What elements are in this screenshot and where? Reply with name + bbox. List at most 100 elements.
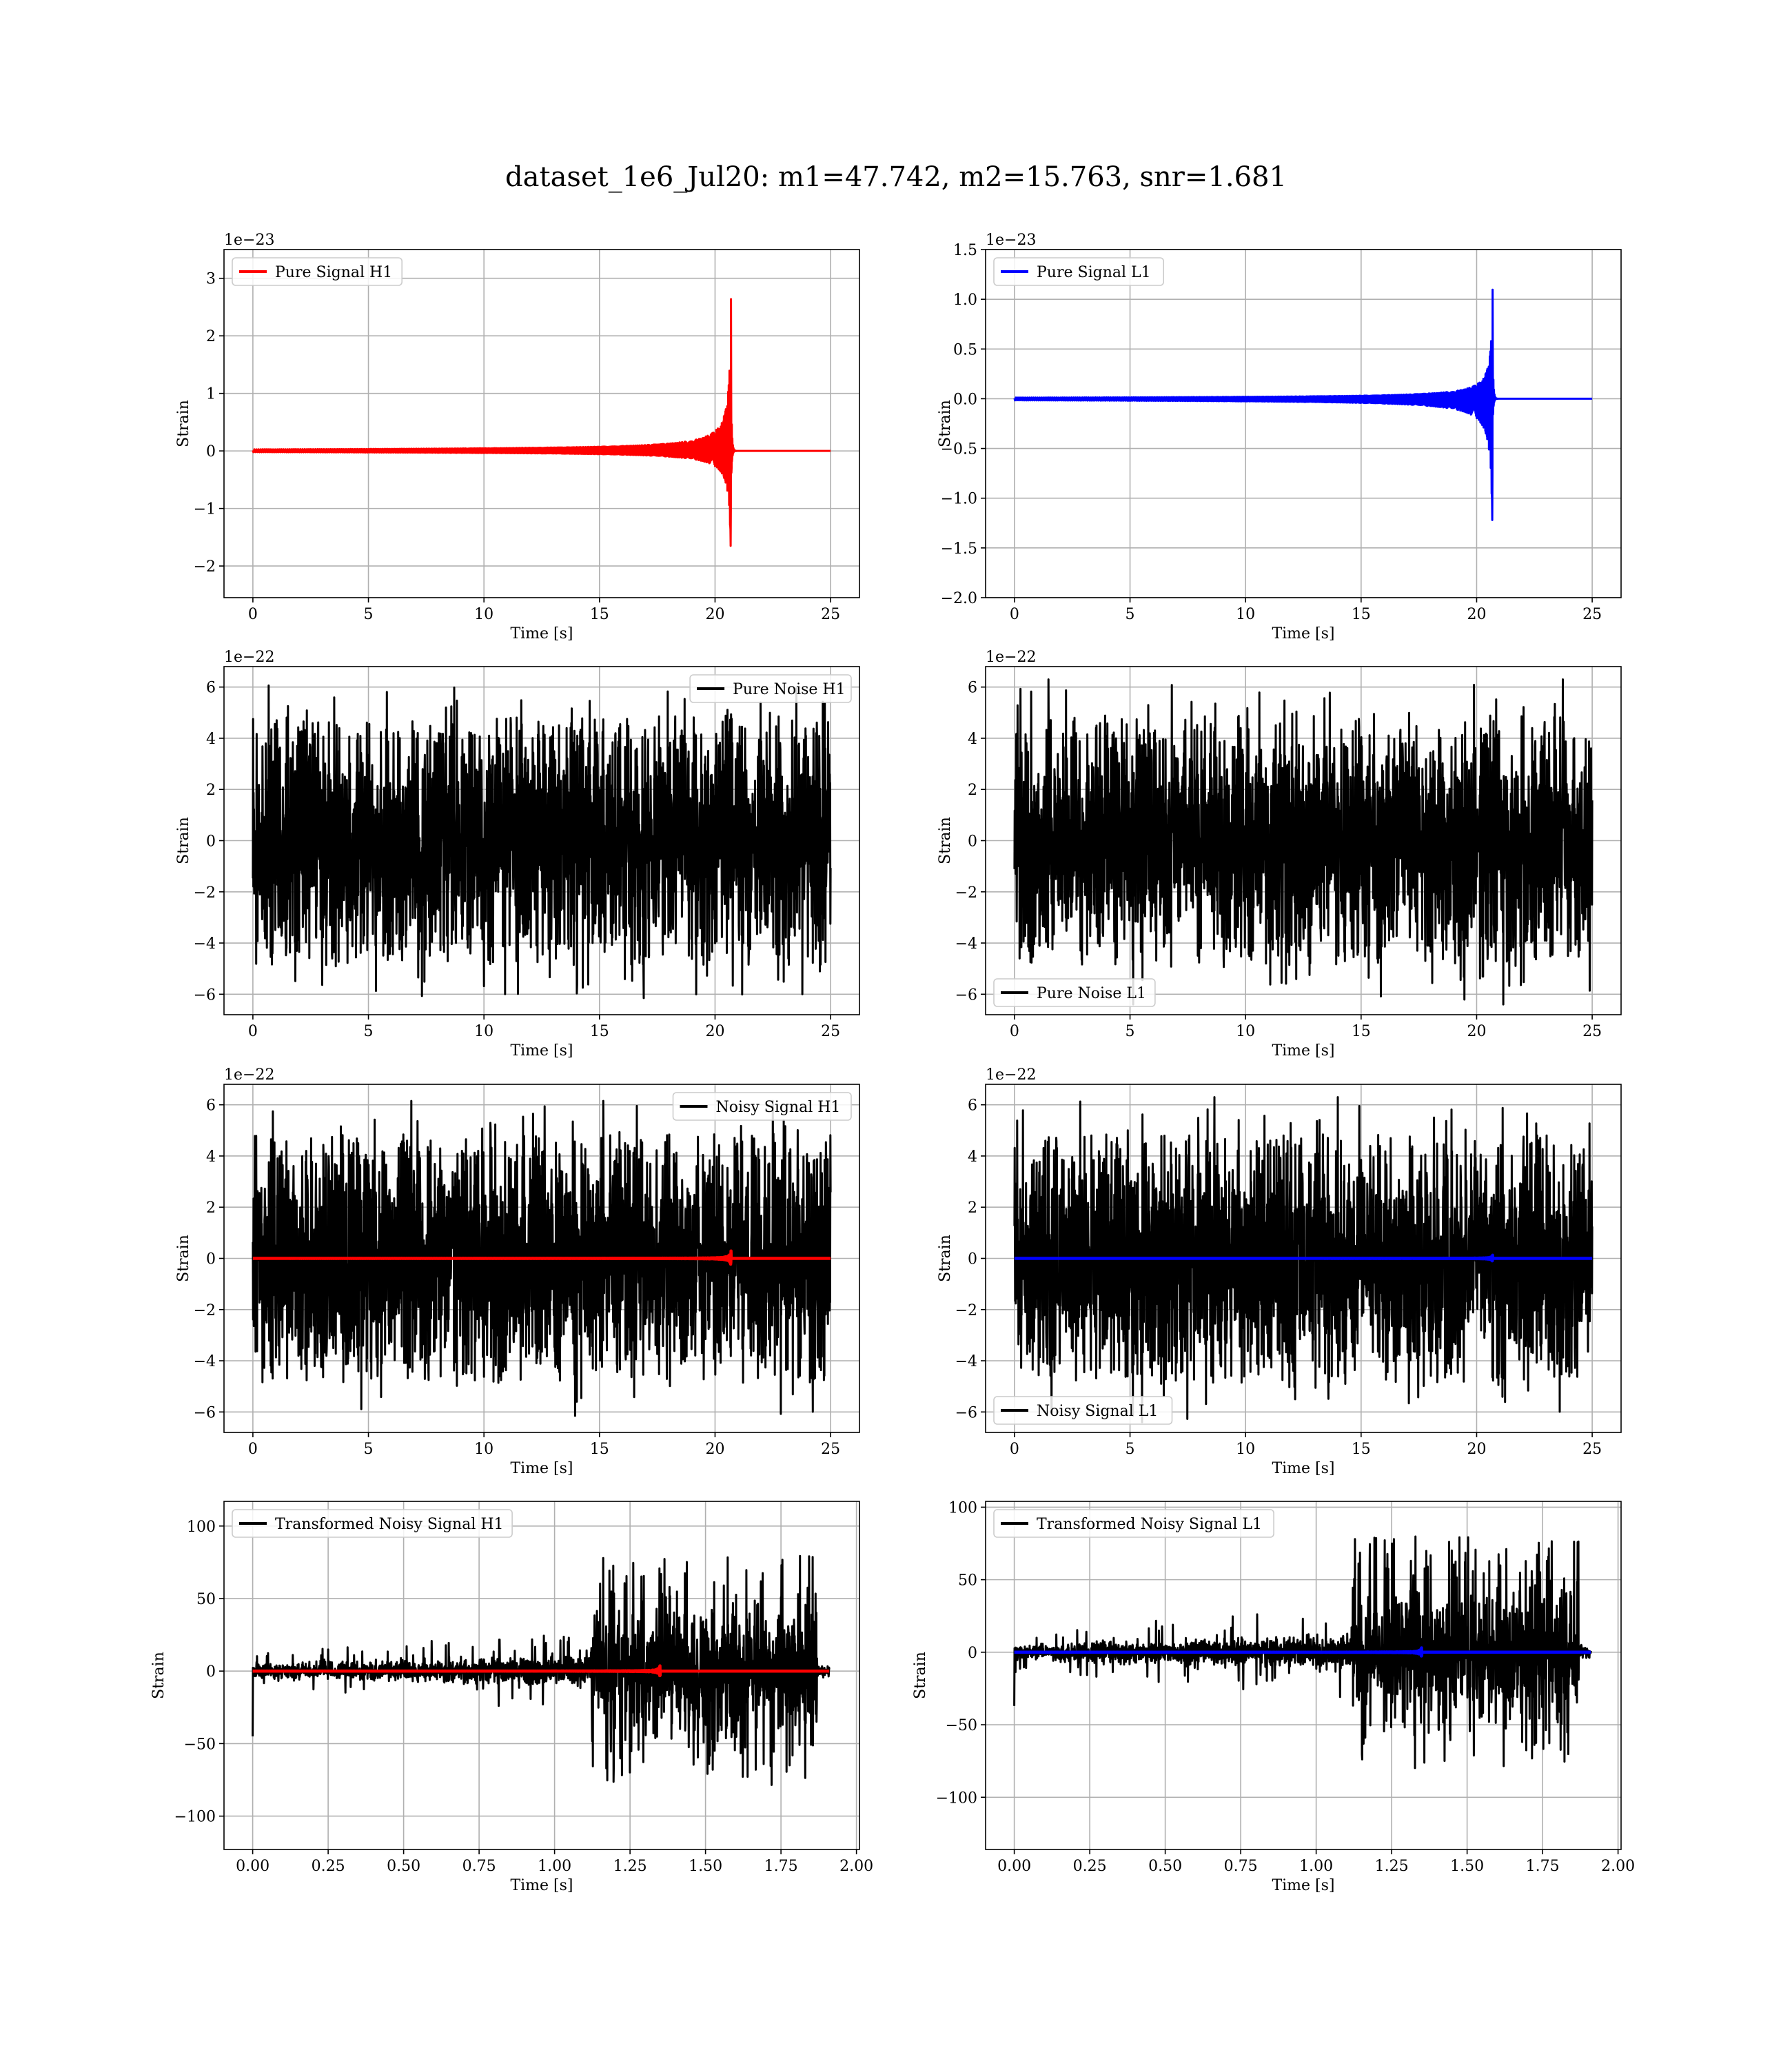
x-tick-label: 1.50 (689, 1858, 722, 1875)
series-line-pure-noise-l1 (1013, 678, 1594, 1006)
x-tick-label: 0 (1010, 1023, 1019, 1040)
y-tick-label: 6 (968, 680, 977, 697)
noisy-signal-h1-panel: 0 5 10 15 20 25 −6 −4 −2 0 2 4 6 Time [s] Strain 1e−22 N… (175, 1066, 860, 1477)
signal-overlay-line (1012, 1253, 1594, 1263)
legend-label: Transformed Noisy Signal H1 (275, 1516, 504, 1533)
legend: Pure Signal H1 (232, 257, 403, 286)
plot-area (1012, 1096, 1594, 1423)
offset-label: 1e−22 (224, 649, 274, 666)
x-tick-label: 0.25 (312, 1858, 345, 1875)
legend: Noisy Signal H1 (672, 1092, 852, 1121)
x-tick-label: 5 (1126, 1023, 1135, 1040)
x-tick-label: 15 (590, 1441, 609, 1458)
plot-area (251, 1099, 833, 1417)
x-tick-label: 20 (705, 1023, 724, 1040)
x-tick-label: 25 (1582, 606, 1602, 623)
legend: Transformed Noisy Signal L1 (993, 1509, 1274, 1538)
x-axis-label: Time [s] (510, 1877, 573, 1894)
y-tick-label: −0.5 (941, 441, 977, 458)
pure-noise-h1-panel: 0 5 10 15 20 25 −6 −4 −2 0 2 4 6 Time [s] Strain 1e−22 P… (175, 649, 860, 1060)
x-tick-label: 20 (1467, 606, 1486, 623)
x-axis-label: Time [s] (1272, 625, 1334, 642)
y-tick-label: −2 (194, 884, 216, 902)
offset-label: 1e−23 (224, 232, 274, 249)
pure-noise-l1-panel: 0 5 10 15 20 25 −6 −4 −2 0 2 4 6 Time [s] Strain 1e−22 P… (937, 649, 1622, 1060)
y-tick-label: −6 (955, 1404, 977, 1421)
axes-frame (223, 1501, 860, 1850)
y-tick-label: 4 (968, 731, 977, 748)
series-line-transformed-noisy-signal-l1 (1013, 1535, 1592, 1770)
signal-overlay-line (1012, 1646, 1593, 1658)
legend-box (232, 257, 403, 286)
y-tick-label: 0.0 (953, 391, 977, 408)
x-tick-label: 1.00 (1299, 1858, 1333, 1875)
y-tick-label: 0 (206, 443, 216, 460)
x-tick-label: 0 (1010, 606, 1019, 623)
x-tick-label: 5 (1126, 606, 1135, 623)
y-tick-label: 0 (968, 1645, 977, 1662)
y-tick-label: 1 (206, 386, 216, 403)
x-axis-label: Time [s] (510, 625, 573, 642)
y-tick-label: −2 (955, 1302, 977, 1319)
x-tick-label: 1.75 (764, 1858, 798, 1875)
legend-label: Pure Noise H1 (733, 681, 846, 698)
series-line-pure-signal-h1 (252, 298, 832, 547)
y-tick-label: 1.5 (953, 242, 977, 259)
legend-label: Noisy Signal H1 (716, 1099, 841, 1116)
legend-box (689, 674, 852, 703)
x-tick-label: 0.00 (236, 1858, 269, 1875)
y-axis-label: Strain (175, 400, 192, 447)
y-tick-label: 0 (206, 1251, 216, 1268)
offset-label: 1e−22 (986, 1066, 1036, 1084)
x-tick-label: 25 (821, 1023, 840, 1040)
y-axis-label: Strain (175, 817, 192, 864)
plot-area (1013, 678, 1594, 1006)
y-tick-label: −2 (194, 1302, 216, 1319)
y-tick-label: −4 (194, 1353, 216, 1370)
figure-title: dataset_1e6_Jul20: m1=47.742, m2=15.763,… (505, 161, 1287, 193)
x-tick-label: 1.25 (1375, 1858, 1409, 1875)
x-axis-label: Time [s] (1272, 1042, 1334, 1060)
y-tick-label: 0.5 (953, 341, 977, 358)
series-line-noisy-signal-h1 (252, 1099, 832, 1417)
x-tick-label: 0 (248, 606, 258, 623)
x-tick-label: 20 (1467, 1023, 1486, 1040)
y-tick-label: −50 (184, 1736, 216, 1753)
axes-background (986, 250, 1621, 598)
x-tick-label: 10 (1236, 1023, 1255, 1040)
x-tick-label: 15 (590, 606, 609, 623)
x-tick-label: 0.75 (462, 1858, 496, 1875)
x-axis-label: Time [s] (1272, 1877, 1334, 1894)
y-axis-label: Strain (937, 1235, 954, 1282)
x-tick-label: 5 (364, 1441, 374, 1458)
offset-label: 1e−22 (986, 649, 1036, 666)
x-tick-label: 20 (705, 1441, 724, 1458)
y-tick-label: 1.0 (953, 292, 977, 309)
offset-label: 1e−23 (986, 232, 1036, 249)
x-tick-label: 10 (474, 606, 493, 623)
y-tick-label: 2 (968, 1199, 977, 1217)
y-tick-label: −1.5 (941, 540, 977, 558)
x-tick-label: 1.50 (1450, 1858, 1484, 1875)
pure-signal-l1-panel: 0 5 10 15 20 25 −2.0 −1.5 −1.0 −0.5 0.0 0.5 1.0 1.5 Ti… (937, 232, 1622, 642)
x-tick-label: 20 (1467, 1441, 1486, 1458)
y-tick-label: 4 (206, 731, 216, 748)
x-tick-label: 0.75 (1224, 1858, 1258, 1875)
y-tick-label: 6 (206, 1097, 216, 1115)
axes-frame (223, 249, 860, 598)
x-tick-label: 15 (1352, 606, 1371, 623)
x-tick-label: 0.50 (387, 1858, 420, 1875)
y-tick-label: 0 (968, 1251, 977, 1268)
y-axis-label: Strain (912, 1652, 929, 1699)
y-tick-label: 100 (187, 1519, 216, 1536)
legend-box (993, 978, 1156, 1007)
legend: Transformed Noisy Signal H1 (232, 1509, 513, 1538)
y-tick-label: 100 (948, 1499, 977, 1517)
y-tick-label: 2 (968, 782, 977, 799)
x-tick-label: 0 (248, 1023, 258, 1040)
series-line-noisy-signal-l1 (1013, 1096, 1594, 1423)
x-tick-label: 1.25 (613, 1858, 647, 1875)
legend-box (993, 1396, 1173, 1425)
